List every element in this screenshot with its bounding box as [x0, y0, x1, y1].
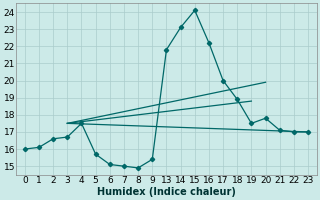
X-axis label: Humidex (Indice chaleur): Humidex (Indice chaleur) — [97, 187, 236, 197]
